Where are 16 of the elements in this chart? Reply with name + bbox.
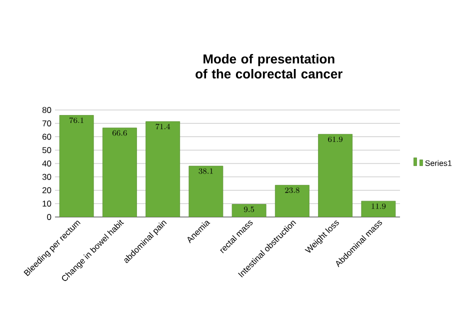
bar	[146, 121, 180, 217]
y-tick-label: 20	[42, 187, 52, 194]
chart-title: Mode of presentation of the colorectal cancer	[196, 54, 342, 78]
y-tick-label: 30	[42, 174, 52, 180]
y-tick-label: 70	[42, 120, 52, 126]
bar	[188, 166, 224, 217]
bar	[318, 134, 353, 217]
bar	[102, 128, 137, 217]
bar	[59, 115, 94, 217]
y-tick-label: 80	[42, 107, 52, 113]
y-tick-label: 0	[47, 214, 52, 220]
y-tick-label: 50	[42, 147, 52, 154]
bar	[274, 184, 310, 217]
y-tick-label: 40	[42, 160, 52, 166]
y-tick-label: 60	[42, 134, 52, 140]
y-tick-label: 10	[42, 200, 52, 207]
